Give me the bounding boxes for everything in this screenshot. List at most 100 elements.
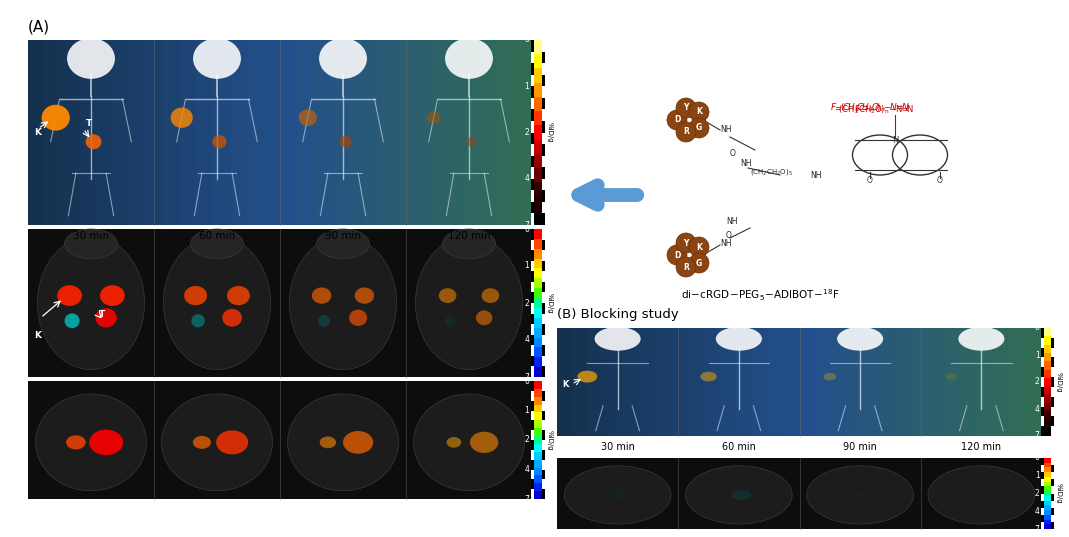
Bar (531, 167, 534, 179)
Bar (534, 491, 542, 499)
Bar (542, 167, 545, 179)
Bar (542, 282, 545, 293)
Bar (542, 75, 545, 86)
Bar (1041, 397, 1044, 407)
Bar (280, 40, 298, 225)
Bar (1051, 397, 1054, 407)
Bar (686, 328, 703, 436)
Bar (531, 410, 534, 420)
Text: 0: 0 (525, 224, 529, 234)
Text: 7: 7 (525, 373, 529, 381)
Bar (542, 63, 545, 75)
Ellipse shape (355, 287, 374, 304)
Bar (531, 314, 534, 324)
Bar (542, 303, 545, 314)
Bar (331, 40, 348, 225)
Text: 4: 4 (525, 174, 529, 183)
Ellipse shape (37, 236, 144, 369)
Bar (1044, 411, 1051, 419)
Text: 30 min: 30 min (601, 442, 635, 452)
Bar (534, 125, 542, 140)
Text: 120 min: 120 min (961, 442, 1002, 452)
Bar (1051, 416, 1054, 426)
Bar (531, 133, 534, 144)
Bar (531, 271, 534, 282)
Bar (1051, 358, 1054, 367)
Bar (534, 40, 542, 54)
Bar (542, 469, 545, 480)
Bar (531, 121, 534, 133)
Bar (534, 308, 542, 318)
Bar (1044, 477, 1051, 482)
Bar (1041, 338, 1044, 347)
Bar (534, 328, 542, 338)
Bar (534, 182, 542, 197)
Bar (1044, 419, 1051, 427)
Text: K: K (562, 380, 569, 389)
Bar (542, 410, 545, 420)
Bar (531, 202, 534, 213)
Bar (531, 282, 534, 293)
Bar (946, 328, 963, 436)
Ellipse shape (577, 371, 598, 382)
Bar (542, 440, 545, 450)
Circle shape (676, 122, 696, 142)
Text: N: N (892, 136, 898, 145)
Ellipse shape (64, 229, 118, 259)
Text: K: K (34, 331, 41, 340)
Bar (534, 475, 542, 483)
Bar (197, 40, 214, 225)
Ellipse shape (470, 432, 498, 453)
Ellipse shape (438, 288, 456, 303)
Bar (531, 391, 534, 401)
Bar (638, 328, 655, 436)
Bar (534, 420, 542, 428)
Bar (230, 40, 248, 225)
Bar (78, 40, 96, 225)
Bar (542, 156, 545, 167)
Bar (1041, 407, 1044, 416)
Bar (1051, 500, 1054, 507)
Bar (534, 211, 542, 225)
Bar (833, 328, 850, 436)
Text: 2: 2 (525, 128, 529, 137)
Bar (531, 450, 534, 460)
Bar (297, 40, 315, 225)
Bar (1041, 494, 1044, 500)
Bar (1044, 378, 1051, 386)
Bar (1051, 387, 1054, 397)
Text: 60 min: 60 min (722, 442, 756, 452)
Text: R: R (683, 263, 688, 272)
Bar (1051, 465, 1054, 472)
Bar (606, 328, 623, 436)
Bar (534, 54, 542, 68)
Bar (415, 40, 433, 225)
Bar (542, 314, 545, 324)
Bar (752, 328, 769, 436)
Bar (1041, 377, 1044, 387)
Ellipse shape (184, 286, 207, 305)
Bar (531, 430, 534, 440)
Text: 1: 1 (1035, 351, 1040, 359)
Bar (531, 469, 534, 480)
Ellipse shape (58, 285, 82, 306)
Bar (264, 40, 281, 225)
Bar (1051, 480, 1054, 487)
Text: 1: 1 (525, 82, 529, 91)
Bar (557, 328, 574, 436)
Bar (542, 480, 545, 489)
Text: D: D (673, 115, 680, 125)
Text: O: O (867, 176, 873, 185)
Text: %ID/g: %ID/g (1056, 372, 1062, 393)
Text: T: T (98, 310, 105, 320)
Bar (1044, 395, 1051, 403)
Bar (28, 40, 46, 225)
Text: K: K (696, 107, 702, 117)
Ellipse shape (319, 38, 367, 79)
Bar (573, 328, 590, 436)
Text: NH: NH (726, 217, 738, 227)
Bar (542, 430, 545, 440)
Ellipse shape (416, 236, 523, 369)
Text: $F\!\!-\!\!(\!C\!H_2\!C\!H_2\!O\!)_n\!\!-\!\!N\!\!=\!\!N$: $F\!\!-\!\!(\!C\!H_2\!C\!H_2\!O\!)_n\!\!… (830, 101, 911, 114)
Ellipse shape (685, 466, 792, 524)
